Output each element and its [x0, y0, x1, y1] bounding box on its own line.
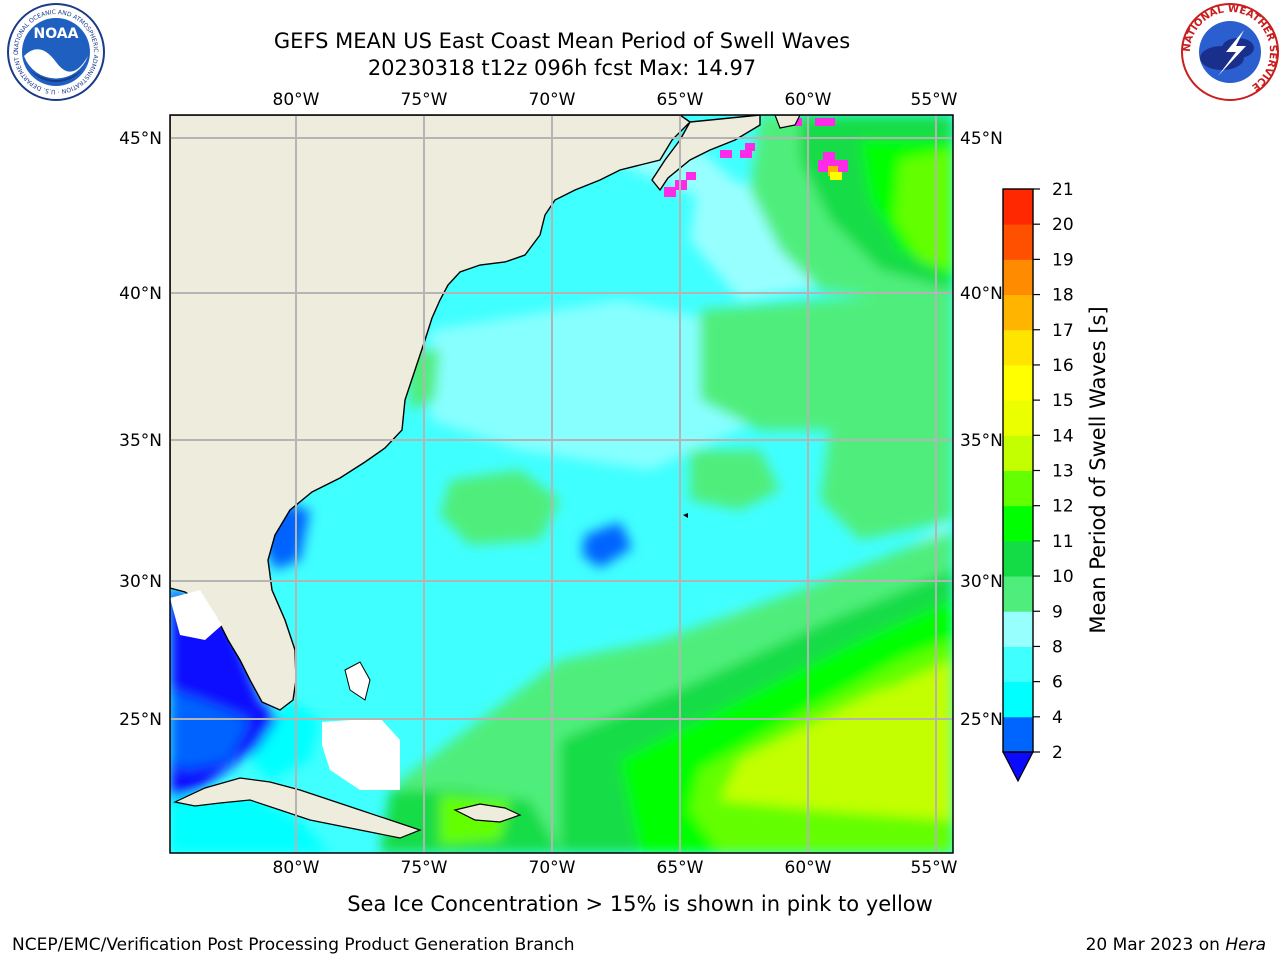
lat-label: 30°N	[119, 572, 162, 592]
footer-right: 20 Mar 2023 on Hera	[1086, 935, 1266, 955]
lon-labels-bottom: 80°W 75°W 70°W 65°W 60°W 55°W	[273, 858, 958, 878]
lat-label: 25°N	[960, 710, 1003, 730]
lon-labels-top: 80°W 75°W 70°W 65°W 60°W 55°W	[273, 90, 958, 110]
cuba-land	[173, 777, 422, 839]
colorbar-tick-label: 2	[1052, 743, 1063, 763]
map-frame	[169, 114, 954, 854]
footer-host: Hera	[1225, 935, 1266, 955]
lon-label: 70°W	[529, 858, 576, 878]
lon-label: 75°W	[401, 90, 448, 110]
lat-label: 45°N	[119, 129, 162, 149]
colorbar-tick-label: 6	[1052, 673, 1063, 693]
colorbar-tick-label: 11	[1052, 532, 1074, 552]
colorbar-segment	[1003, 646, 1033, 683]
noaa-logo: NATIONAL OCEANIC AND ATMOSPHERIC ADMINIS…	[0, 0, 105, 101]
colorbar-segment	[1003, 681, 1033, 718]
colorbar-segment	[1003, 540, 1033, 577]
colorbar-tick-label: 16	[1052, 356, 1074, 376]
colorbar-tick-label: 15	[1052, 391, 1074, 411]
colorbar-segment	[1003, 224, 1033, 260]
lon-label: 60°W	[785, 858, 832, 878]
lon-label: 65°W	[657, 858, 704, 878]
colorbar-tick-label: 8	[1052, 637, 1063, 657]
hispaniola-land	[453, 803, 522, 823]
colorbar-segment	[1003, 294, 1033, 331]
lat-label: 40°N	[119, 284, 162, 304]
colorbar-tick-label: 4	[1052, 708, 1063, 728]
lon-label: 80°W	[273, 90, 320, 110]
sea-ice-caption: Sea Ice Concentration > 15% is shown in …	[347, 892, 933, 916]
colorbar-segment	[1003, 329, 1033, 366]
colorbar-tick-label: 20	[1052, 215, 1074, 235]
lat-label: 45°N	[960, 129, 1003, 149]
colorbar-tick-label: 14	[1052, 426, 1074, 446]
footer-date: 20 Mar 2023 on	[1086, 935, 1226, 955]
colorbar-segment	[1003, 400, 1033, 436]
gulf-coast-shoal	[170, 590, 222, 640]
lon-label: 55°W	[911, 90, 958, 110]
lat-label: 35°N	[960, 431, 1003, 451]
lon-label: 80°W	[273, 858, 320, 878]
colorbar-segment	[1003, 259, 1033, 296]
bermuda-dot	[683, 513, 688, 518]
colorbar-tick-label: 18	[1052, 286, 1074, 306]
colorbar-tick-label: 12	[1052, 497, 1074, 517]
colorbar-segment	[1003, 505, 1033, 542]
lon-label: 70°W	[529, 90, 576, 110]
lon-label: 65°W	[657, 90, 704, 110]
lat-labels-left: 45°N 40°N 35°N 30°N 25°N	[119, 129, 162, 730]
bahamas-shoal	[322, 718, 400, 790]
north-america-land	[170, 115, 692, 711]
land-masses	[170, 115, 801, 839]
lat-label: 25°N	[119, 710, 162, 730]
map-subtitle: 20230318 t12z 096h fcst Max: 14.97	[368, 56, 756, 80]
graticule	[170, 115, 953, 853]
swell-period-fields	[170, 115, 953, 853]
map-panel	[169, 114, 954, 854]
colorbar-tick-label: 19	[1052, 250, 1074, 270]
lat-label: 35°N	[119, 431, 162, 451]
colorbar: 2 4 6 8 9 10 11 12 13 14 15 16 17 18 19 20 21 Mean Perio…	[1002, 180, 1110, 783]
bahamas-islands	[344, 661, 371, 701]
colorbar-extend-arrow	[1002, 751, 1034, 783]
colorbar-segment	[1003, 716, 1033, 753]
lat-label: 40°N	[960, 284, 1003, 304]
colorbar-ticks: 2 4 6 8 9 10 11 12 13 14 15 16 17 18 19 20 21	[1033, 180, 1074, 763]
colorbar-segment	[1003, 576, 1033, 612]
colorbar-label: Mean Period of Swell Waves [s]	[1086, 306, 1110, 633]
footer-left: NCEP/EMC/Verification Post Processing Pr…	[12, 935, 575, 955]
lat-label: 30°N	[960, 572, 1003, 592]
noaa-logo-text: NOAA	[34, 26, 79, 42]
map-title: GEFS MEAN US East Coast Mean Period of S…	[274, 29, 850, 53]
lon-label: 60°W	[785, 90, 832, 110]
lon-label: 55°W	[911, 858, 958, 878]
colorbar-segment	[1003, 611, 1033, 647]
nws-logo: NATIONAL WEATHER SERVICE	[1181, 3, 1279, 101]
colorbar-segment	[1003, 435, 1033, 471]
colorbar-tick-label: 17	[1052, 321, 1074, 341]
lat-labels-right: 45°N 40°N 35°N 30°N 25°N	[960, 129, 1003, 730]
colorbar-tick-label: 13	[1052, 462, 1074, 482]
colorbar-tick-label: 21	[1052, 180, 1074, 200]
newfoundland-land	[774, 115, 801, 129]
colorbar-segment	[1003, 470, 1033, 507]
colorbar-segment	[1003, 189, 1033, 225]
lon-label: 75°W	[401, 858, 448, 878]
colorbar-tick-label: 9	[1052, 602, 1063, 622]
colorbar-segment	[1003, 364, 1033, 401]
colorbar-segments	[1003, 189, 1033, 753]
colorbar-tick-label: 10	[1052, 567, 1074, 587]
